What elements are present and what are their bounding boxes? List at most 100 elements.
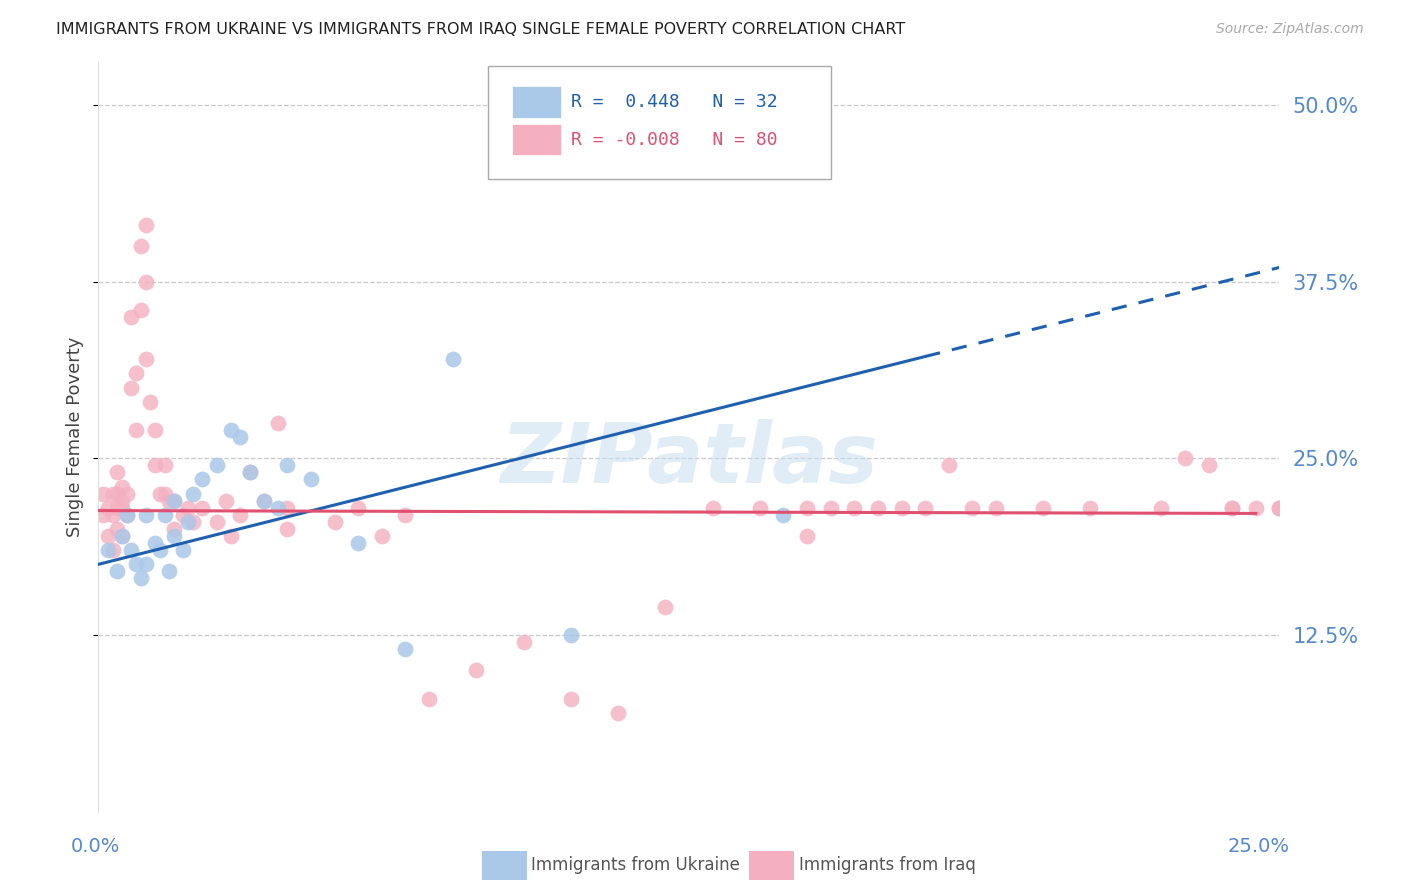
- Point: [938, 458, 960, 473]
- Point: [121, 381, 143, 395]
- Point: [139, 394, 162, 409]
- Point: [135, 275, 157, 289]
- FancyBboxPatch shape: [512, 87, 561, 118]
- Point: [191, 500, 214, 515]
- Point: [91, 508, 114, 522]
- Point: [177, 500, 200, 515]
- Point: [1244, 500, 1267, 515]
- Point: [844, 500, 866, 515]
- Point: [97, 529, 120, 543]
- Point: [394, 508, 416, 522]
- Text: Immigrants from Iraq: Immigrants from Iraq: [799, 856, 976, 874]
- Point: [149, 543, 172, 558]
- Point: [1220, 500, 1243, 515]
- Point: [418, 691, 440, 706]
- Point: [163, 493, 186, 508]
- Point: [512, 635, 534, 649]
- Point: [105, 500, 128, 515]
- Point: [153, 508, 176, 522]
- Point: [163, 493, 186, 508]
- Point: [121, 310, 143, 324]
- Point: [1032, 500, 1054, 515]
- Point: [394, 642, 416, 657]
- Point: [253, 493, 276, 508]
- Point: [1080, 500, 1102, 515]
- Point: [323, 515, 346, 529]
- Point: [105, 522, 128, 536]
- Point: [111, 529, 134, 543]
- Point: [1198, 458, 1220, 473]
- Point: [125, 367, 148, 381]
- Text: Source: ZipAtlas.com: Source: ZipAtlas.com: [1216, 22, 1364, 37]
- Point: [111, 493, 134, 508]
- Point: [153, 486, 176, 500]
- Point: [143, 423, 166, 437]
- Point: [702, 500, 724, 515]
- Point: [962, 500, 984, 515]
- Point: [121, 543, 143, 558]
- Text: R =  0.448   N = 32: R = 0.448 N = 32: [571, 93, 778, 112]
- Point: [276, 522, 298, 536]
- Point: [654, 599, 676, 614]
- Point: [276, 500, 298, 515]
- Point: [101, 543, 124, 558]
- Point: [229, 508, 252, 522]
- Point: [560, 628, 582, 642]
- Point: [115, 508, 138, 522]
- Point: [465, 664, 488, 678]
- Point: [129, 571, 152, 585]
- Point: [796, 500, 818, 515]
- Point: [111, 500, 134, 515]
- Point: [129, 239, 152, 253]
- Text: ZIPatlas: ZIPatlas: [501, 419, 877, 500]
- Point: [267, 416, 290, 430]
- Point: [101, 486, 124, 500]
- Point: [239, 466, 262, 480]
- Text: Immigrants from Ukraine: Immigrants from Ukraine: [531, 856, 741, 874]
- Text: IMMIGRANTS FROM UKRAINE VS IMMIGRANTS FROM IRAQ SINGLE FEMALE POVERTY CORRELATIO: IMMIGRANTS FROM UKRAINE VS IMMIGRANTS FR…: [56, 22, 905, 37]
- Point: [163, 529, 186, 543]
- Text: R = -0.008   N = 80: R = -0.008 N = 80: [571, 130, 778, 149]
- Point: [914, 500, 936, 515]
- Point: [772, 508, 794, 522]
- Point: [371, 529, 394, 543]
- Point: [135, 218, 157, 232]
- Text: 0.0%: 0.0%: [70, 837, 121, 855]
- Point: [219, 423, 242, 437]
- Point: [157, 565, 180, 579]
- Point: [149, 486, 172, 500]
- Point: [1174, 451, 1197, 466]
- Point: [866, 500, 889, 515]
- Point: [105, 486, 128, 500]
- Point: [229, 430, 252, 444]
- Point: [105, 565, 128, 579]
- Point: [239, 466, 262, 480]
- Point: [191, 473, 214, 487]
- Point: [97, 543, 120, 558]
- Y-axis label: Single Female Poverty: Single Female Poverty: [66, 337, 84, 537]
- Point: [441, 352, 464, 367]
- Point: [172, 543, 194, 558]
- Text: 25.0%: 25.0%: [1227, 837, 1289, 855]
- Point: [205, 458, 228, 473]
- Point: [163, 522, 186, 536]
- Point: [276, 458, 298, 473]
- FancyBboxPatch shape: [512, 124, 561, 155]
- Point: [347, 536, 370, 550]
- Point: [143, 458, 166, 473]
- Point: [347, 500, 370, 515]
- Point: [1150, 500, 1173, 515]
- Point: [890, 500, 912, 515]
- Point: [1220, 500, 1243, 515]
- Point: [101, 508, 124, 522]
- Point: [153, 458, 176, 473]
- Point: [125, 423, 148, 437]
- Point: [91, 486, 114, 500]
- Point: [157, 493, 180, 508]
- Point: [820, 500, 842, 515]
- Point: [1268, 500, 1291, 515]
- Point: [607, 706, 630, 720]
- Point: [205, 515, 228, 529]
- Point: [135, 508, 157, 522]
- Point: [143, 536, 166, 550]
